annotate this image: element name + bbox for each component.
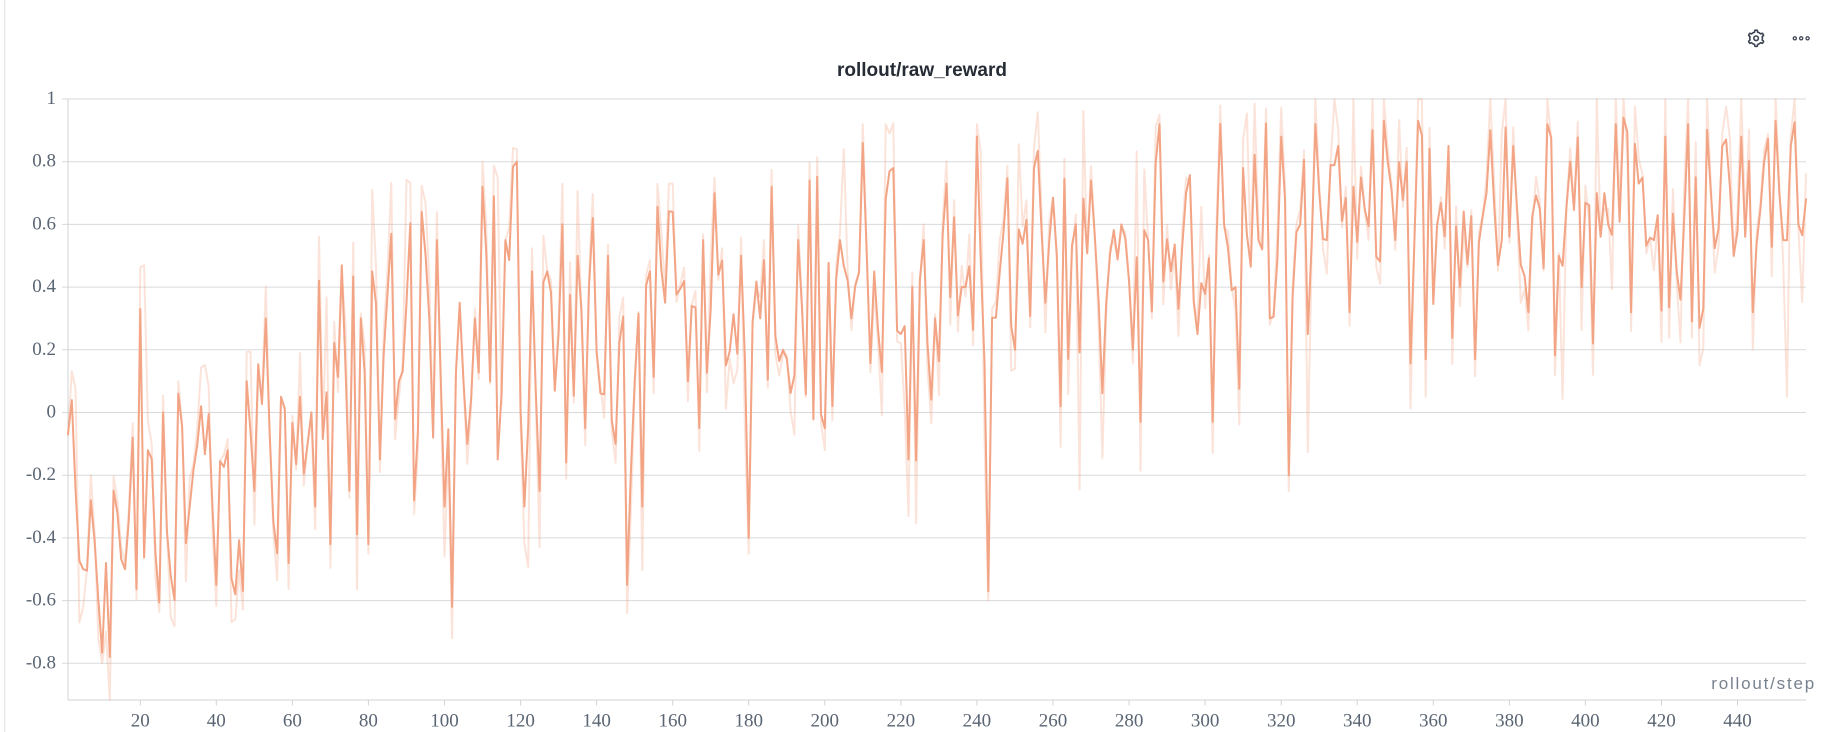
- svg-text:-0.8: -0.8: [26, 652, 56, 673]
- svg-text:140: 140: [582, 711, 611, 732]
- svg-text:360: 360: [1419, 711, 1448, 732]
- svg-text:260: 260: [1039, 711, 1068, 732]
- svg-text:-0.2: -0.2: [26, 464, 56, 485]
- svg-text:300: 300: [1191, 711, 1220, 732]
- svg-text:60: 60: [283, 711, 302, 732]
- svg-text:240: 240: [963, 711, 992, 732]
- svg-text:180: 180: [734, 711, 763, 732]
- svg-text:-0.6: -0.6: [26, 590, 56, 611]
- svg-text:0.6: 0.6: [32, 213, 56, 234]
- svg-text:0.8: 0.8: [32, 151, 56, 172]
- svg-text:80: 80: [359, 711, 378, 732]
- svg-text:40: 40: [207, 711, 226, 732]
- svg-text:rollout/step: rollout/step: [1711, 674, 1816, 693]
- svg-text:340: 340: [1343, 711, 1372, 732]
- svg-text:rollout/raw_reward: rollout/raw_reward: [837, 60, 1007, 81]
- svg-text:20: 20: [131, 711, 150, 732]
- svg-text:120: 120: [506, 711, 535, 732]
- svg-text:440: 440: [1723, 711, 1752, 732]
- svg-text:100: 100: [430, 711, 459, 732]
- svg-text:1: 1: [47, 88, 57, 109]
- svg-text:320: 320: [1267, 711, 1296, 732]
- svg-text:380: 380: [1495, 711, 1524, 732]
- svg-text:0: 0: [47, 402, 57, 423]
- svg-text:280: 280: [1115, 711, 1144, 732]
- svg-text:400: 400: [1571, 711, 1600, 732]
- svg-text:0.4: 0.4: [32, 276, 56, 297]
- svg-text:420: 420: [1647, 711, 1676, 732]
- svg-text:220: 220: [887, 711, 916, 732]
- svg-text:0.2: 0.2: [32, 339, 56, 360]
- svg-text:160: 160: [658, 711, 687, 732]
- svg-text:-0.4: -0.4: [26, 527, 57, 548]
- svg-text:200: 200: [811, 711, 840, 732]
